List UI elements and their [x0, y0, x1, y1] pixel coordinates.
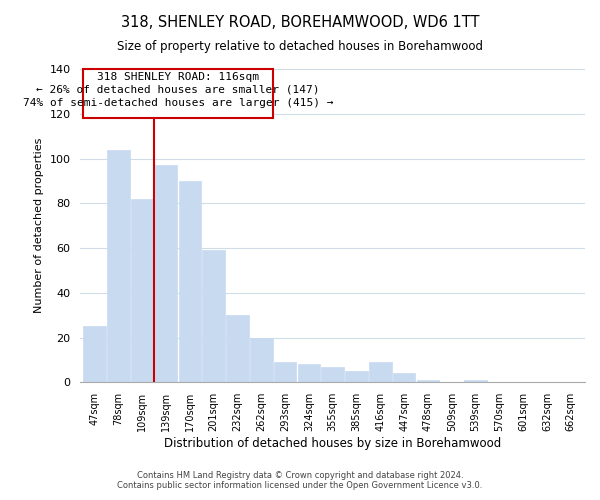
Bar: [250, 338, 272, 382]
Bar: [83, 69, 273, 118]
Bar: [155, 165, 178, 382]
Bar: [179, 181, 201, 382]
Text: Contains HM Land Registry data © Crown copyright and database right 2024.
Contai: Contains HM Land Registry data © Crown c…: [118, 470, 482, 490]
Bar: [83, 326, 106, 382]
Bar: [107, 150, 130, 382]
Text: 318 SHENLEY ROAD: 116sqm: 318 SHENLEY ROAD: 116sqm: [97, 72, 259, 83]
Bar: [226, 315, 249, 382]
Y-axis label: Number of detached properties: Number of detached properties: [34, 138, 44, 314]
Bar: [202, 250, 225, 382]
Text: 318, SHENLEY ROAD, BOREHAMWOOD, WD6 1TT: 318, SHENLEY ROAD, BOREHAMWOOD, WD6 1TT: [121, 15, 479, 30]
Bar: [322, 366, 344, 382]
Bar: [369, 362, 392, 382]
Bar: [345, 371, 368, 382]
Bar: [298, 364, 320, 382]
X-axis label: Distribution of detached houses by size in Borehamwood: Distribution of detached houses by size …: [164, 437, 501, 450]
Bar: [393, 374, 415, 382]
Text: 74% of semi-detached houses are larger (415) →: 74% of semi-detached houses are larger (…: [23, 98, 333, 108]
Bar: [274, 362, 296, 382]
Bar: [131, 199, 154, 382]
Text: Size of property relative to detached houses in Borehamwood: Size of property relative to detached ho…: [117, 40, 483, 53]
Bar: [416, 380, 439, 382]
Text: ← 26% of detached houses are smaller (147): ← 26% of detached houses are smaller (14…: [36, 84, 320, 94]
Bar: [464, 380, 487, 382]
